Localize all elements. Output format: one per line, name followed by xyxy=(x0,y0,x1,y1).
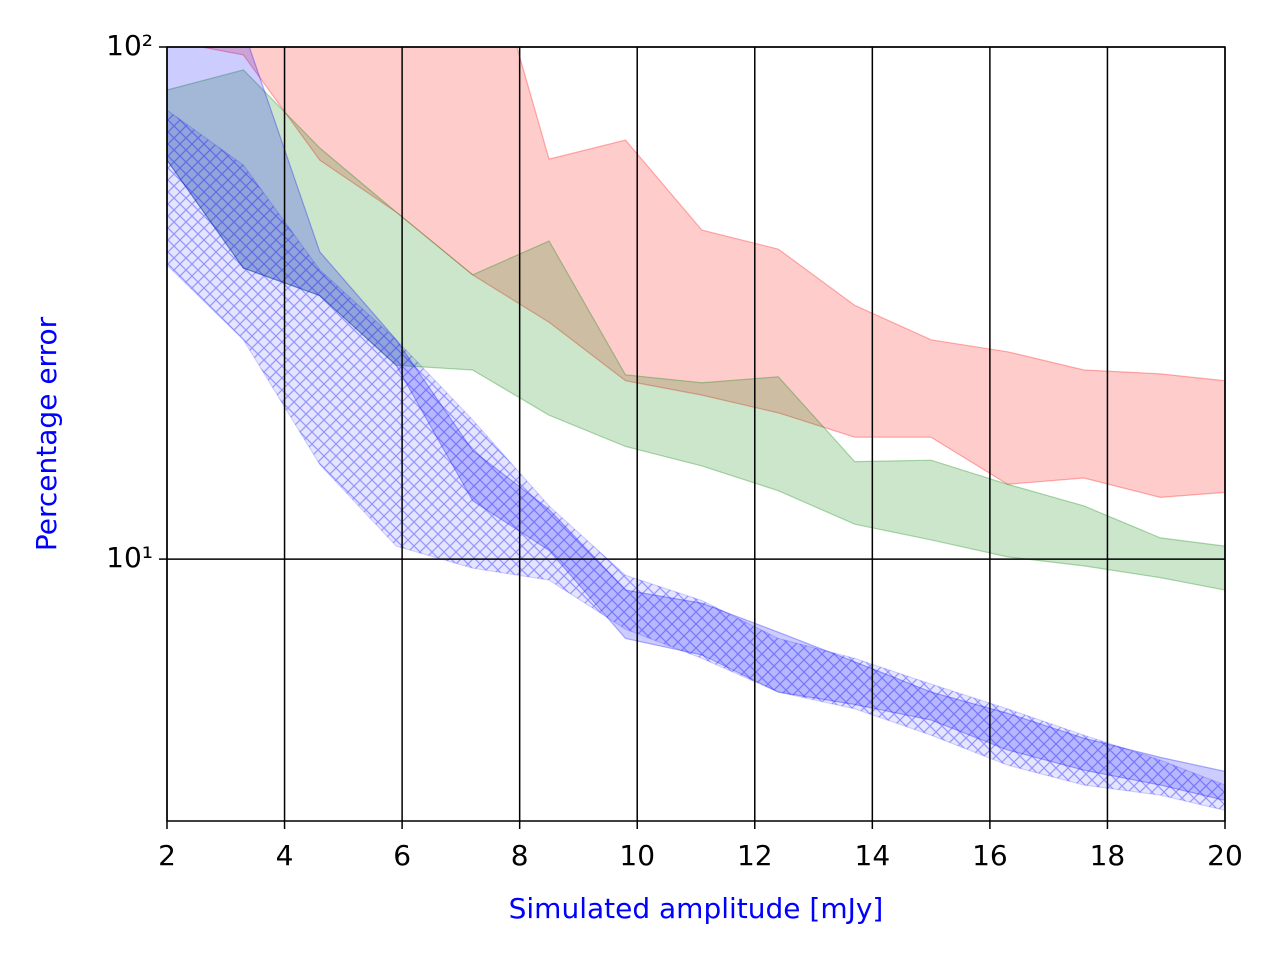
x-axis-label: Simulated amplitude [mJy] xyxy=(509,892,884,925)
x-tick-label: 10 xyxy=(619,839,655,872)
x-tick-label: 2 xyxy=(158,839,176,872)
plot-frame xyxy=(166,46,1226,822)
band xyxy=(198,47,1225,498)
y-tick-label: 10¹ xyxy=(106,541,153,574)
x-tick-label: 4 xyxy=(276,839,294,872)
x-tick-label: 8 xyxy=(511,839,529,872)
x-tick-label: 18 xyxy=(1090,839,1126,872)
y-tick-label: 10² xyxy=(106,29,153,62)
axes: 2 4 6 8 10 12 14 16 18 20 10¹ 10² xyxy=(106,29,1243,872)
x-tick-label: 12 xyxy=(737,839,773,872)
x-tick-label: 14 xyxy=(855,839,891,872)
plot-area xyxy=(167,47,1225,812)
y-axis-label: Percentage error xyxy=(30,316,63,551)
band-hatch xyxy=(167,110,1225,811)
x-tick-label: 20 xyxy=(1207,839,1243,872)
x-tick-label: 16 xyxy=(972,839,1008,872)
x-tick-label: 6 xyxy=(393,839,411,872)
